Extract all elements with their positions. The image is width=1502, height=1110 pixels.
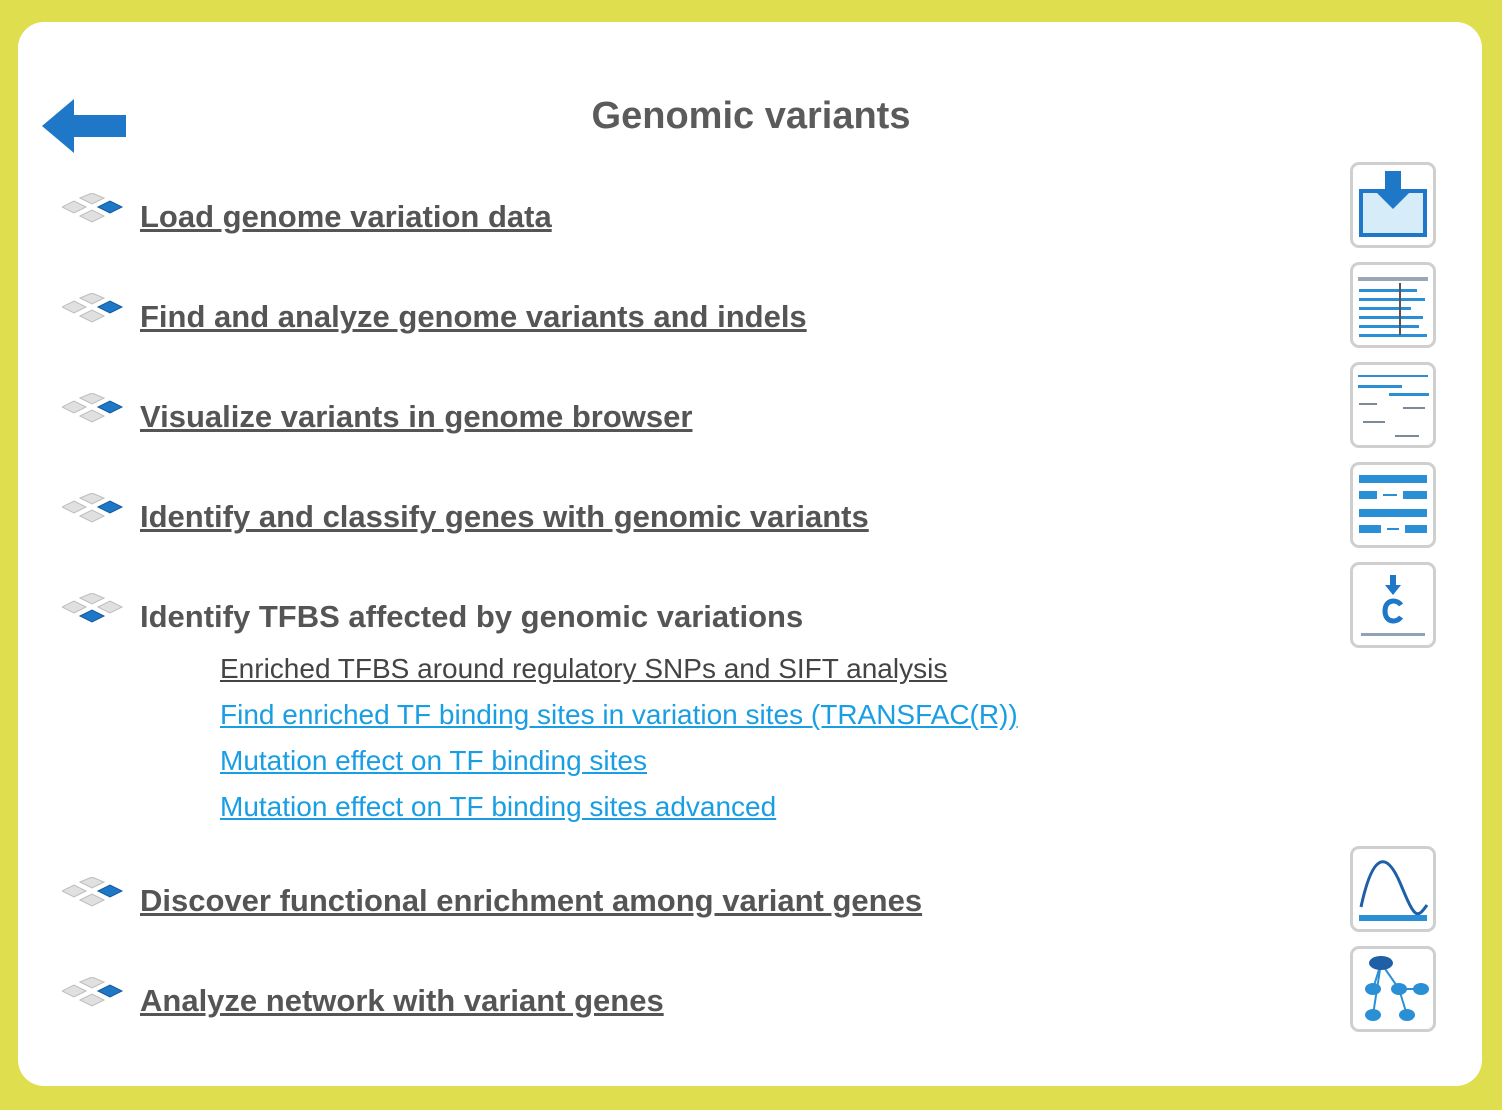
tfbs-sublinks: Enriched TFBS around regulatory SNPs and… (220, 646, 1018, 830)
gene-structure-icon[interactable] (1350, 462, 1436, 548)
blocks-bullet-icon (62, 977, 124, 1007)
analyze-network-link[interactable]: Analyze network with variant genes (140, 983, 664, 1018)
identify-classify-genes-link[interactable]: Identify and classify genes with genomic… (140, 499, 869, 534)
enriched-tfbs-sift-link[interactable]: Enriched TFBS around regulatory SNPs and… (220, 653, 948, 684)
visualize-variants-link[interactable]: Visualize variants in genome browser (140, 399, 693, 434)
blocks-bullet-icon (62, 293, 124, 323)
load-genome-variation-data-link[interactable]: Load genome variation data (140, 199, 552, 234)
blocks-bullet-icon (62, 877, 124, 907)
mutation-effect-tf-advanced-link[interactable]: Mutation effect on TF binding sites adva… (220, 791, 777, 822)
find-analyze-variants-link[interactable]: Find and analyze genome variants and ind… (140, 299, 807, 334)
functional-enrichment-link[interactable]: Discover functional enrichment among var… (140, 883, 923, 918)
page-title: Genomic variants (591, 95, 911, 137)
enrichment-curve-icon[interactable] (1350, 846, 1436, 932)
blocks-bullet-icon (62, 493, 124, 523)
blocks-bullet-icon (62, 393, 124, 423)
blocks-bullet-icon (62, 193, 124, 223)
mutation-effect-tf-link[interactable]: Mutation effect on TF binding sites (220, 745, 647, 776)
blocks-bullet-icon (62, 593, 124, 623)
snp-mutation-icon[interactable] (1350, 562, 1436, 648)
back-arrow-icon[interactable] (40, 97, 128, 155)
content-panel (18, 22, 1482, 1086)
identify-tfbs-heading: Identify TFBS affected by genomic variat… (140, 599, 804, 634)
find-enriched-tf-binding-sites-link[interactable]: Find enriched TF binding sites in variat… (220, 699, 1018, 730)
sequence-alignment-icon[interactable] (1350, 262, 1436, 348)
genome-browser-icon[interactable] (1350, 362, 1436, 448)
download-data-icon[interactable] (1350, 162, 1436, 248)
network-graph-icon[interactable] (1350, 946, 1436, 1032)
